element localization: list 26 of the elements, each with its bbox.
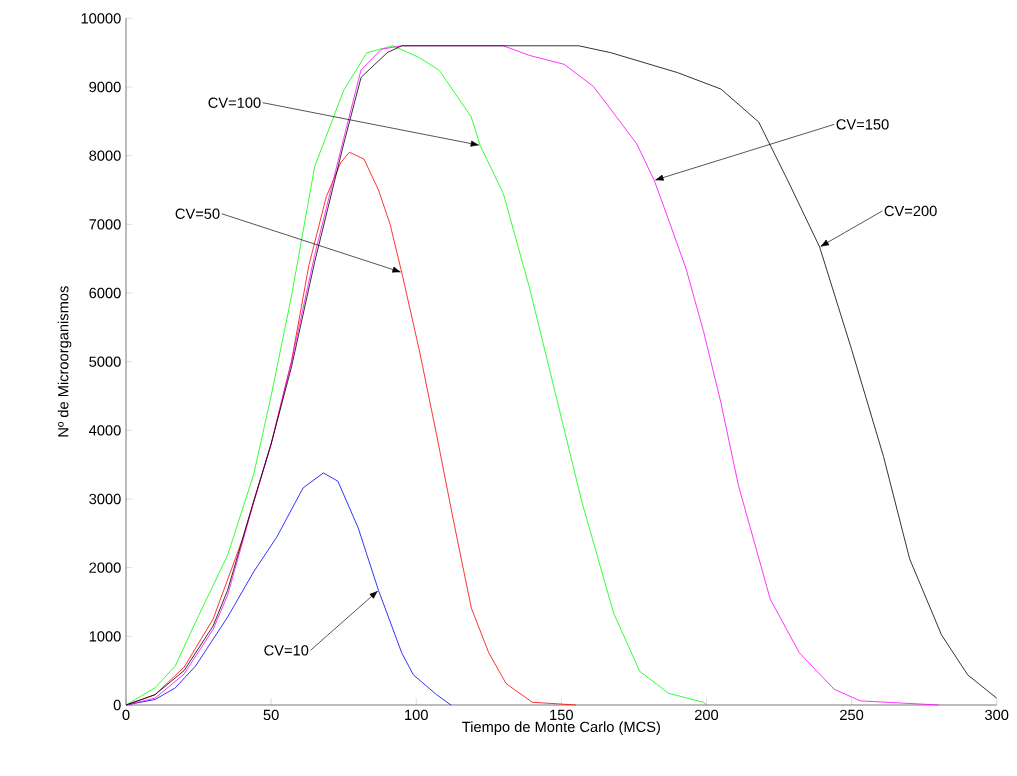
x-tick-label: 100: [405, 709, 428, 721]
x-axis-title: Tiempo de Monte Carlo (MCS): [462, 721, 660, 735]
annotation: CV=200: [884, 205, 937, 217]
annotation: CV=50: [175, 208, 220, 219]
annotation: CV=100: [208, 97, 261, 108]
y-axis-title: Nº de Microorganismos: [57, 286, 72, 437]
y-tick-label: 6000: [89, 287, 121, 299]
line-series: [125, 45, 707, 706]
y-tick-label: 10000: [81, 13, 121, 24]
y-tick-label: 8000: [89, 150, 121, 161]
x-tick-label: 0: [122, 709, 130, 721]
y-tick-label: 1000: [89, 631, 121, 642]
y-tick-label: 0: [113, 699, 121, 711]
annotation: CV=150: [836, 119, 889, 130]
y-tick-label: 3000: [89, 493, 121, 505]
y-tick-label: 9000: [89, 81, 121, 93]
y-tick-label: 2000: [89, 562, 121, 573]
y-tick-label: 5000: [89, 356, 121, 367]
x-tick-label: 250: [840, 709, 864, 721]
x-tick-label: 50: [263, 709, 279, 721]
annotation: CV=10: [264, 645, 309, 656]
y-tick-label: 7000: [89, 219, 121, 230]
x-tick-label: 200: [694, 709, 719, 721]
y-tick-label: 4000: [89, 425, 121, 436]
x-tick-label: 150: [550, 709, 573, 721]
x-tick-label: 300: [985, 709, 1009, 721]
